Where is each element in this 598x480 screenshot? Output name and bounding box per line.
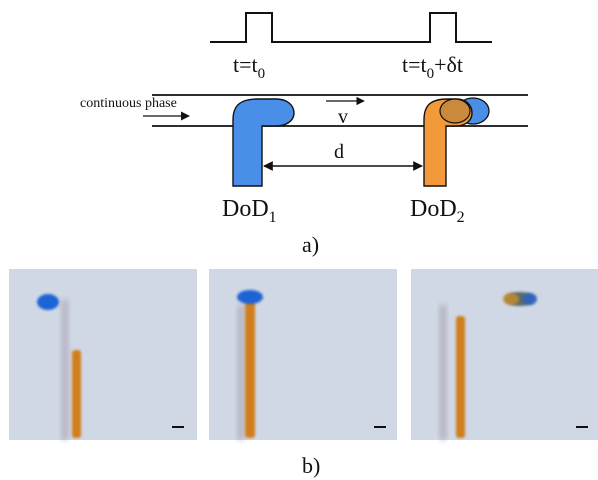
photo-3: [411, 269, 598, 440]
scale-bar: [172, 426, 184, 428]
dod1-label: DoD1: [222, 196, 277, 226]
panel-a-label: a): [302, 232, 319, 257]
photo-1: [9, 269, 197, 440]
photo-2: [209, 269, 397, 440]
distance-label: d: [334, 141, 344, 163]
scale-bar: [374, 426, 386, 428]
continuous-phase-label: continuous phase: [80, 96, 177, 111]
time-label-first: t=t0: [233, 52, 265, 82]
panel-b: b): [9, 269, 598, 478]
panel-b-label: b): [302, 453, 320, 478]
velocity-label: v: [338, 106, 348, 128]
merged-droplet: [439, 98, 471, 124]
dod2-label: DoD2: [410, 196, 465, 226]
panel-a: t=t0 t=t0+δt continuous phase v d DoD1 D…: [80, 12, 528, 257]
time-label-second: t=t0+δt: [402, 52, 463, 82]
pulse-waveform: [210, 12, 492, 43]
dod1-nozzle: [232, 98, 295, 187]
scale-bar: [576, 426, 588, 428]
